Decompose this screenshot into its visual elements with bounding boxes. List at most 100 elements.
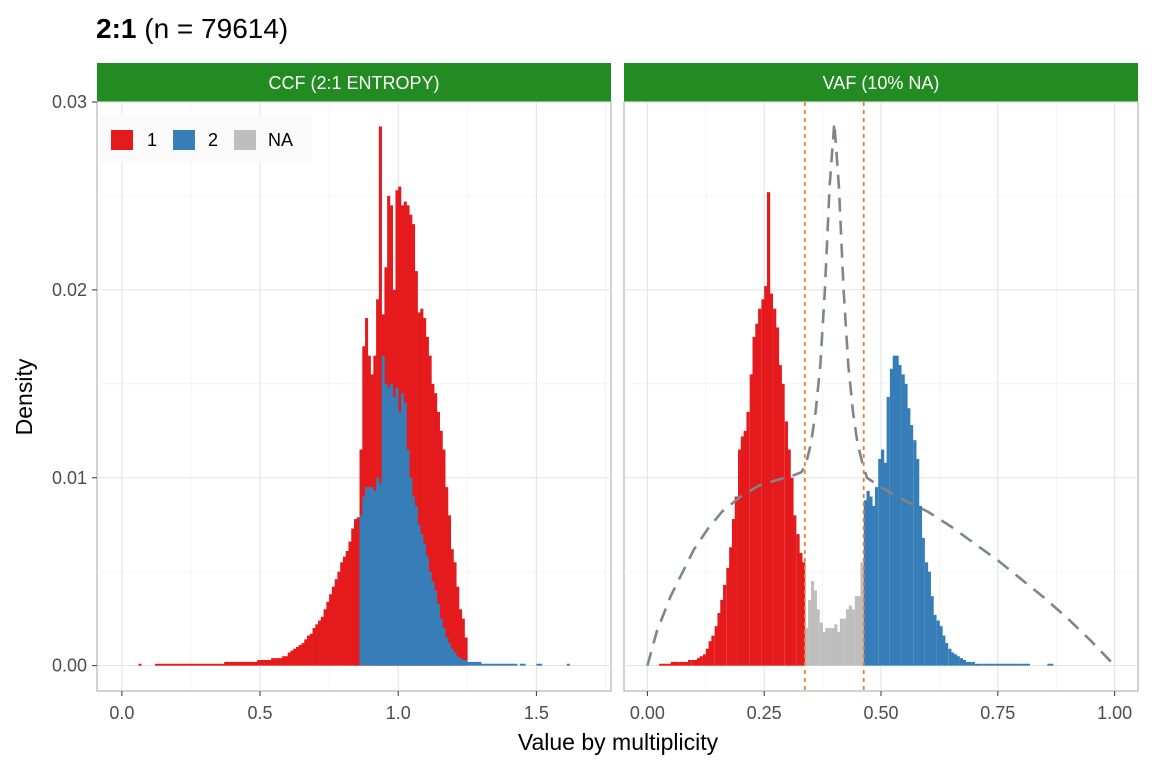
histogram-bar-2 [483, 663, 487, 666]
histogram-bar-1 [356, 517, 360, 666]
histogram-bar-1 [213, 663, 217, 666]
histogram-bar-2 [986, 663, 990, 666]
histogram-bar-1 [190, 663, 195, 666]
legend-background [100, 115, 312, 163]
histogram-bar-2 [412, 496, 416, 666]
histogram-bar-1 [699, 656, 703, 666]
histogram-bar-1 [295, 646, 300, 666]
histogram-bar-2 [956, 656, 960, 666]
x-tick-label: 1.5 [524, 703, 549, 723]
histogram-bar-1 [340, 562, 344, 666]
histogram-bar-2 [442, 628, 446, 666]
histogram-bar-2 [898, 365, 902, 666]
histogram-bar-2 [478, 661, 482, 666]
histogram-bar-1 [218, 663, 222, 666]
y-tick-label: 0.02 [52, 280, 87, 300]
histogram-bar-2 [892, 355, 896, 666]
histogram-bar-1 [726, 567, 730, 666]
histogram-bar-na [813, 590, 817, 666]
histogram-bar-2 [942, 635, 946, 666]
histogram-bar-2 [881, 449, 885, 666]
histogram-bar-2 [997, 663, 1002, 666]
histogram-bar-na [808, 599, 812, 666]
histogram-bar-2 [1018, 663, 1022, 666]
histogram-bar-1 [318, 620, 322, 666]
histogram-bar-2 [381, 355, 385, 666]
histogram-bar-1 [246, 661, 250, 666]
histogram-bar-1 [723, 584, 727, 666]
histogram-bar-2 [514, 663, 518, 666]
histogram-bar-1 [160, 663, 164, 666]
histogram-bar-1 [342, 556, 347, 666]
histogram-bar-2 [1009, 663, 1013, 666]
histogram-bar-1 [769, 293, 774, 666]
histogram-bar-1 [414, 271, 418, 666]
histogram-bar-1 [445, 487, 449, 666]
histogram-bar-1 [802, 562, 806, 666]
histogram-bar-1 [746, 412, 750, 666]
histogram-bar-1 [157, 663, 161, 666]
panel-vaf-density-curve [646, 122, 1116, 667]
histogram-bar-1 [447, 515, 452, 666]
histogram-bar-1 [787, 449, 791, 666]
histogram-bar-2 [921, 537, 925, 666]
histogram-bar-2 [980, 663, 984, 666]
panel-vaf: VAF (10% NA) 0.00 0.25 0.50 0.75 1.00 [623, 63, 1139, 723]
histogram-bar-1 [240, 661, 244, 666]
density-curve [646, 122, 1116, 667]
histogram-bar-1 [691, 660, 695, 666]
histogram-bar-2 [459, 658, 463, 666]
histogram-bar-2 [434, 590, 438, 666]
histogram-bar-2 [959, 658, 964, 666]
legend-label-1: 1 [147, 130, 157, 150]
histogram-bar-na [857, 596, 861, 666]
histogram-bar-2 [359, 515, 363, 666]
histogram-bar-2 [494, 663, 498, 666]
histogram-bar-1 [304, 639, 308, 666]
histogram-bar-1 [323, 609, 327, 666]
x-tick-label: 0.0 [109, 703, 134, 723]
histogram-bar-2 [406, 449, 410, 666]
histogram-bar-2 [420, 534, 424, 666]
histogram-bar-2 [398, 412, 402, 666]
histogram-bar-1 [166, 663, 170, 666]
histogram-bar-1 [428, 355, 432, 666]
panel-vaf-bars [659, 192, 1054, 666]
histogram-bar-1 [185, 663, 189, 666]
histogram-bar-1 [773, 308, 777, 666]
histogram-bar-1 [196, 663, 200, 666]
histogram-bar-1 [717, 613, 721, 666]
histogram-bar-1 [174, 663, 178, 666]
histogram-bar-1 [439, 430, 443, 666]
panel-ccf-bars [138, 126, 570, 666]
y-tick-label: 0.00 [52, 656, 87, 676]
histogram-bar-2 [883, 462, 888, 666]
histogram-bar-1 [720, 599, 724, 666]
histogram-bar-1 [331, 586, 335, 666]
histogram-bar-2 [414, 505, 418, 666]
histogram-bar-na [804, 628, 809, 666]
histogram-bar-2 [1021, 663, 1025, 666]
histogram-bar-1 [749, 374, 753, 666]
histogram-bar-2 [445, 637, 449, 666]
histogram-bar-2 [395, 387, 399, 666]
chart-title: 2:1 (n = 79614) [96, 13, 288, 44]
histogram-bar-2 [376, 477, 380, 666]
histogram-bar-1 [673, 661, 677, 666]
histogram-bar-2 [439, 618, 443, 666]
histogram-bar-2 [889, 368, 894, 666]
histogram-bar-1 [348, 541, 352, 666]
histogram-bar-na [843, 618, 847, 666]
y-axis: 0.00 0.01 0.02 0.03 [52, 92, 97, 676]
histogram-bar-1 [182, 663, 186, 666]
histogram-bar-1 [409, 214, 413, 666]
histogram-bar-1 [345, 551, 349, 666]
histogram-bar-2 [939, 626, 943, 666]
histogram-bar-1 [442, 449, 446, 666]
histogram-bar-2 [461, 660, 465, 666]
x-tick-label: 0.00 [630, 703, 665, 723]
histogram-bar-2 [500, 663, 504, 666]
histogram-bar-1 [740, 436, 745, 666]
histogram-bar-2 [1012, 663, 1016, 666]
legend-key-2 [173, 130, 195, 150]
